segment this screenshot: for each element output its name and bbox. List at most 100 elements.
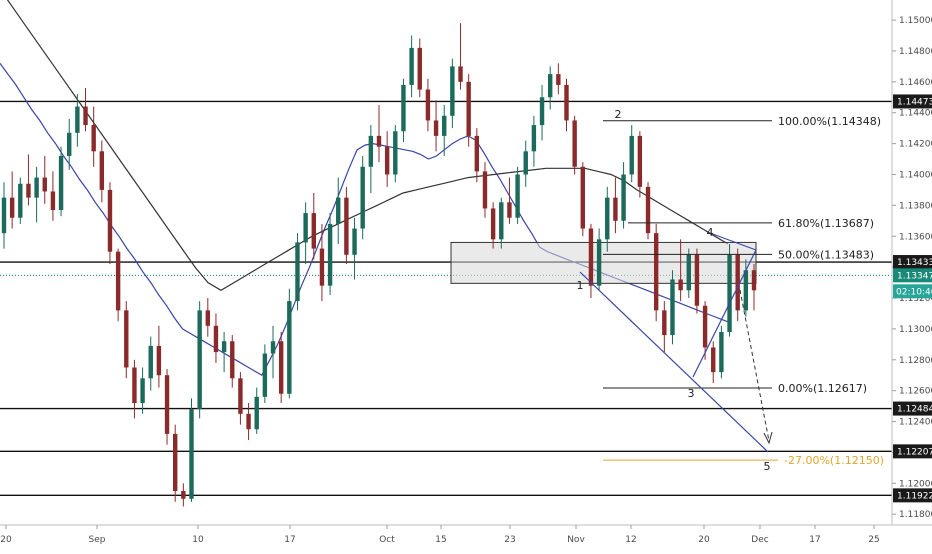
y-tick-label: 1.13000 xyxy=(899,325,932,335)
price-tag-label: 1.12207 xyxy=(897,447,932,457)
y-tick-label: 1.14000 xyxy=(899,170,932,180)
candle xyxy=(580,166,586,229)
x-tick-label: 17 xyxy=(809,535,820,545)
candle xyxy=(662,310,667,336)
y-tick-label: 1.15000 xyxy=(899,16,932,26)
candle xyxy=(132,367,137,404)
candle xyxy=(336,197,341,224)
candle xyxy=(164,375,170,434)
candle xyxy=(18,183,23,218)
upper-trendline xyxy=(692,249,757,378)
fib-level-label: 61.80%(1.13687) xyxy=(778,217,874,230)
candle xyxy=(278,341,284,394)
lower-trendline xyxy=(579,271,769,453)
candle xyxy=(564,84,569,121)
candle xyxy=(107,189,113,252)
y-tick-label: 1.14200 xyxy=(899,140,932,150)
drawings: 100.00%(1.14348) 61.80%(1.13687) 5 0.00%(1.… xyxy=(577,108,884,473)
candle xyxy=(262,353,268,397)
candle xyxy=(751,270,757,291)
y-tick-label: 1.11800 xyxy=(899,510,932,520)
y-tick-label: 1.14400 xyxy=(899,109,932,119)
candle xyxy=(596,239,602,286)
candle xyxy=(442,115,447,136)
candle xyxy=(230,341,235,379)
price-tag-label: 1.14473 xyxy=(897,97,932,107)
y-tick-label: 1.13800 xyxy=(899,201,932,211)
candle xyxy=(702,305,708,348)
candle xyxy=(368,135,374,167)
price-tag-label: 1.13433 xyxy=(897,258,932,268)
candle xyxy=(124,310,129,368)
price-tag xyxy=(893,94,932,109)
y-tick-label: 1.12400 xyxy=(899,418,932,428)
y-tick-label: 1.12000 xyxy=(899,479,932,489)
candle xyxy=(743,270,749,311)
wave4-line xyxy=(709,232,757,251)
price-tag xyxy=(893,401,932,416)
candle xyxy=(99,151,105,190)
fib-level-label: 100.00%(1.14348) xyxy=(778,115,881,128)
candle xyxy=(458,66,463,82)
candle xyxy=(629,135,634,175)
x-tick-label: 17 xyxy=(284,535,295,545)
candle xyxy=(653,233,659,311)
fib-level-label: 0.00%(1.12617) xyxy=(778,382,867,395)
last-price-label: 1.13347 xyxy=(897,271,932,281)
candle xyxy=(556,74,561,85)
x-tick-label: 15 xyxy=(435,535,446,545)
candle xyxy=(42,177,47,192)
candles xyxy=(1,23,757,507)
candle xyxy=(246,413,251,430)
wave-label: 2 xyxy=(615,108,622,121)
candle xyxy=(474,135,480,172)
candle xyxy=(172,433,178,492)
candle xyxy=(433,120,439,136)
candle xyxy=(360,166,365,229)
candle xyxy=(311,213,316,249)
candle xyxy=(678,279,683,291)
candle xyxy=(319,248,325,286)
candle xyxy=(694,254,700,306)
y-tick-label: 1.13600 xyxy=(899,232,932,242)
candle xyxy=(344,197,349,255)
countdown-tag xyxy=(893,284,932,299)
x-tick-label: 12 xyxy=(625,535,636,545)
grid xyxy=(0,100,892,497)
candle xyxy=(295,242,300,302)
candle xyxy=(238,378,243,414)
x-tick-label: 20 xyxy=(0,535,12,545)
candle xyxy=(547,74,553,98)
arrow-head xyxy=(763,431,773,445)
candle xyxy=(189,409,194,499)
candle xyxy=(205,310,211,326)
candle xyxy=(384,146,390,175)
candle xyxy=(270,341,276,354)
wave-label: 3 xyxy=(688,387,695,400)
candle xyxy=(417,47,422,90)
y-tick-label: 1.14800 xyxy=(899,47,932,57)
candle xyxy=(719,331,724,373)
candle xyxy=(26,183,31,198)
candle xyxy=(645,186,651,234)
candle xyxy=(83,106,88,126)
candle xyxy=(735,254,740,311)
candle xyxy=(181,491,186,499)
candle xyxy=(197,310,202,410)
candle xyxy=(621,174,626,221)
candle xyxy=(490,208,496,240)
y-tick-label: 1.14600 xyxy=(899,78,932,88)
candle xyxy=(507,202,512,218)
wave-label: 5 xyxy=(764,460,771,473)
candle xyxy=(67,132,72,156)
candle xyxy=(34,177,39,198)
x-tick-label: Nov xyxy=(567,535,585,545)
candle xyxy=(711,347,716,373)
price-tag-label: 1.11922 xyxy=(897,491,932,501)
support-zone xyxy=(450,241,757,284)
candle xyxy=(482,171,488,209)
candle xyxy=(91,125,96,152)
